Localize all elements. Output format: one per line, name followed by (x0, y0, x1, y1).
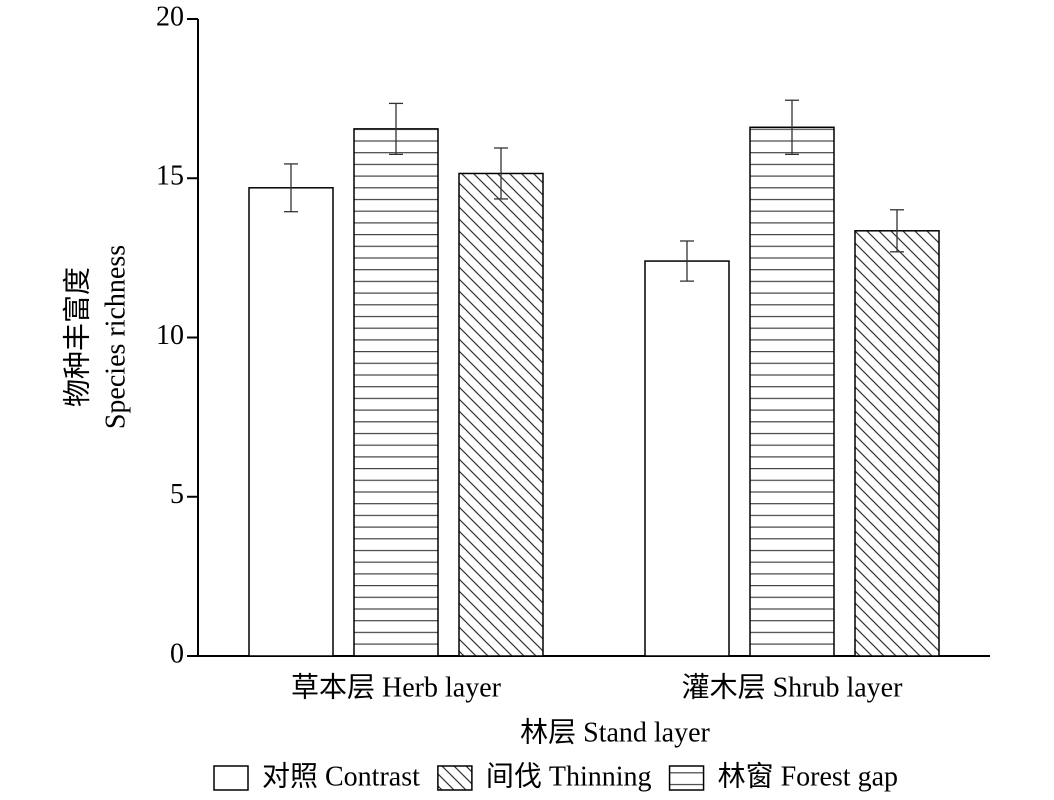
y-tick-label: 10 (156, 320, 184, 351)
y-tick-label: 5 (170, 479, 184, 510)
y-tick-label: 0 (170, 638, 184, 669)
y-axis-label-cn: 物种丰富度 (61, 267, 93, 407)
error-bar (494, 147, 508, 200)
x-tick-label: 草本层 Herb layer (291, 671, 502, 703)
bar (749, 126, 835, 657)
bar (353, 128, 439, 657)
error-bar (389, 102, 403, 156)
bar (644, 260, 730, 657)
bar (854, 230, 940, 657)
error-bar (680, 240, 694, 282)
error-bar (785, 99, 799, 156)
y-tick-label: 20 (156, 1, 184, 32)
x-tick-label: 灌木层 Shrub layer (682, 671, 904, 703)
x-axis-label: 林层 Stand layer (520, 716, 710, 748)
legend-label: 间伐 Thinning (486, 760, 652, 792)
legend-swatch (668, 765, 705, 791)
bar (248, 187, 334, 657)
y-tick-label: 15 (156, 161, 184, 192)
bar (458, 172, 544, 657)
y-axis-label: 物种丰富度 Species richness (61, 245, 131, 429)
legend-label: 对照 Contrast (262, 760, 420, 792)
y-axis-label-en: Species richness (100, 245, 131, 429)
legend-label: 林窗 Forest gap (718, 760, 898, 792)
error-bar (890, 209, 904, 253)
error-bar (284, 163, 298, 213)
legend-swatch (437, 765, 473, 791)
legend-swatch (213, 765, 249, 791)
